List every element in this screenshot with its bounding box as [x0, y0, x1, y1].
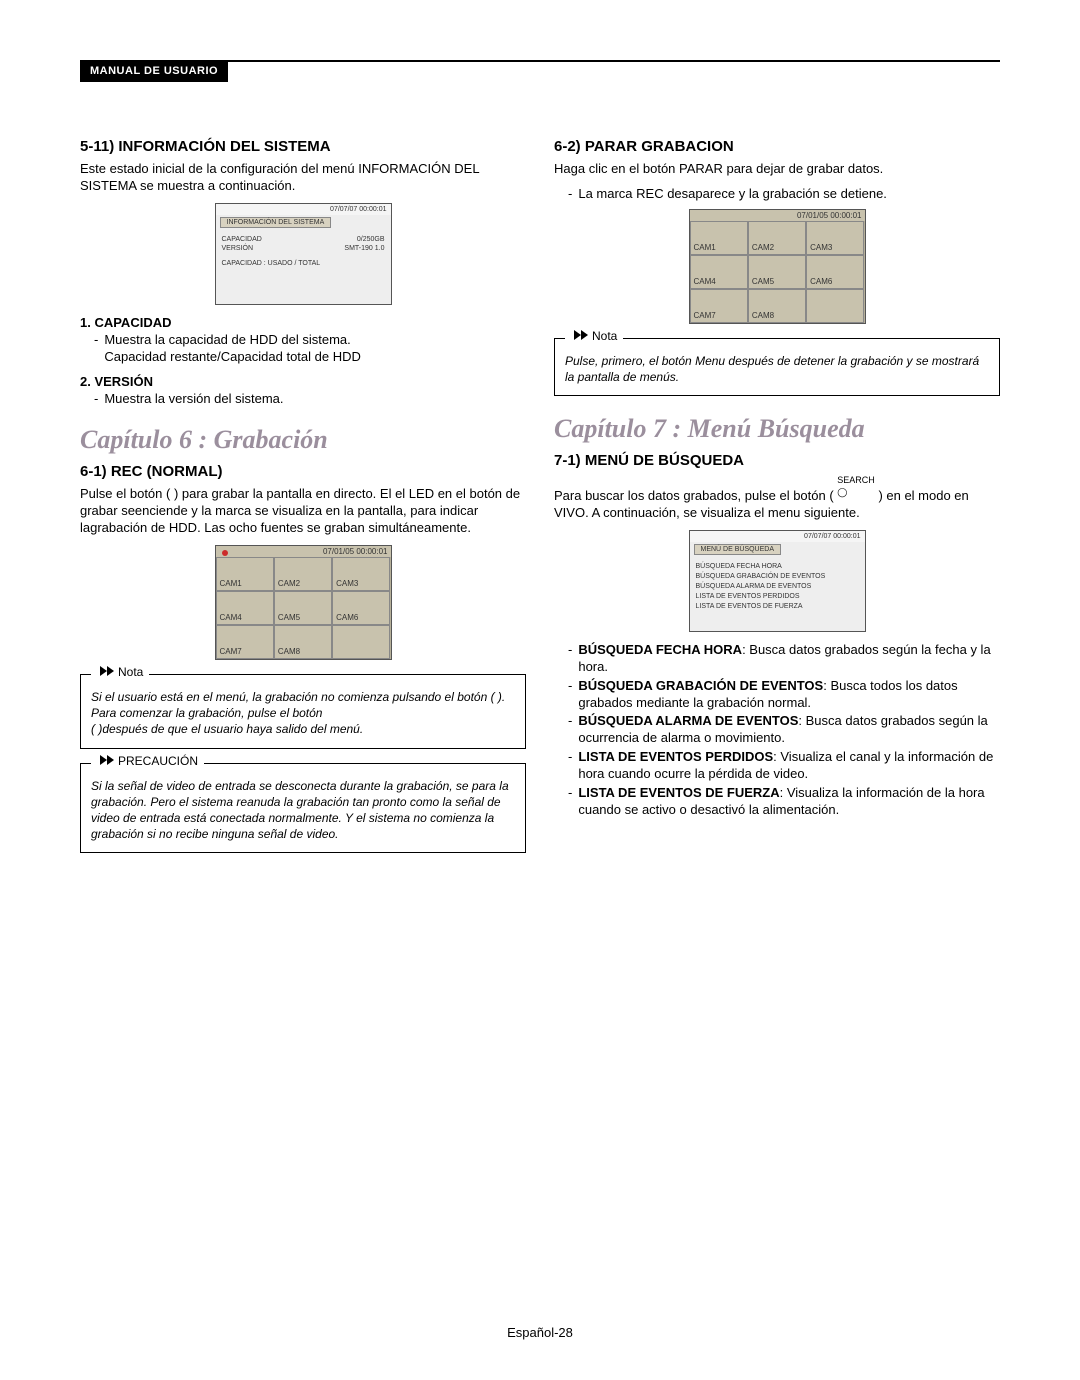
chapter-6-title: Capítulo 6 : Grabación	[80, 425, 526, 455]
searchmenu-item: LISTA DE EVENTOS DE FUERZA	[696, 602, 859, 611]
section-7-1-title: 7-1) MENÚ DE BÚSQUEDA	[554, 452, 1000, 469]
manual-page: MANUAL DE USUARIO 5-11) INFORMACIÓN DEL …	[0, 0, 1080, 1380]
section-6-1-body: Pulse el botón ( ) para grabar la pantal…	[80, 486, 526, 537]
note-icon	[581, 330, 588, 340]
sysinfo-timestamp: 07/07/07 00:00:01	[216, 204, 391, 215]
section-6-2-line1: La marca REC desaparece y la grabación s…	[578, 186, 887, 203]
sysinfo-capacity-value: 0/250GB	[357, 236, 385, 243]
right-column: 6-2) PARAR GRABACION Haga clic en el bot…	[554, 130, 1000, 867]
section-6-1-title: 6-1) REC (NORMAL)	[80, 463, 526, 480]
note-box-right: Nota Pulse, primero, el botón Menu despu…	[554, 338, 1000, 396]
version-line1: Muestra la versión del sistema.	[104, 391, 283, 408]
cam-cell: CAM2	[748, 221, 806, 255]
cam-cell: CAM1	[690, 221, 748, 255]
note-line3: ( )después de que el usuario haya salido…	[91, 721, 515, 737]
cam-cell: CAM5	[274, 591, 332, 625]
header-badge: MANUAL DE USUARIO	[80, 60, 228, 82]
note-label-right: Nota	[592, 329, 617, 343]
note-icon	[107, 666, 114, 676]
bullet-title: BÚSQUEDA FECHA HORA	[578, 642, 742, 657]
cam-cell: CAM7	[216, 625, 274, 659]
page-footer: Español-28	[0, 1325, 1080, 1340]
searchmenu-item: LISTA DE EVENTOS PERDIDOS	[696, 592, 859, 601]
section-5-11-title: 5-11) INFORMACIÓN DEL SISTEMA	[80, 138, 526, 155]
caution-box: PRECAUCIÓN Si la señal de video de entra…	[80, 763, 526, 854]
searchmenu-timestamp: 07/07/07 00:00:01	[690, 531, 865, 542]
capacity-line2: Capacidad restante/Capacidad total de HD…	[104, 349, 361, 364]
caution-icon	[107, 755, 114, 765]
bullet-title: LISTA DE EVENTOS PERDIDOS	[578, 749, 773, 764]
cam-cell: CAM7	[690, 289, 748, 323]
section-7-1-intro: Para buscar los datos grabados, pulse el…	[554, 475, 1000, 522]
chapter-7-title: Capítulo 7 : Menú Búsqueda	[554, 414, 1000, 444]
top-rule: MANUAL DE USUARIO	[80, 60, 1000, 90]
cam-cell: CAM3	[332, 557, 390, 591]
bullet-title: BÚSQUEDA GRABACIÓN DE EVENTOS	[578, 678, 823, 693]
sysinfo-version-value: SMT-190 1.0	[344, 245, 384, 252]
version-heading: 2. VERSIÓN	[80, 374, 526, 389]
cam-cell	[806, 289, 864, 323]
search-icon: SEARCH◯	[837, 475, 875, 498]
searchmenu-item: BÚSQUEDA GRABACIÓN DE EVENTOS	[696, 572, 859, 581]
note-box: Nota Si el usuario está en el menú, la g…	[80, 674, 526, 749]
sysinfo-capacity-label: CAPACIDAD	[222, 236, 262, 243]
camgrid-timestamp: 07/01/05 00:00:01	[323, 547, 388, 556]
cam-cell	[332, 625, 390, 659]
content-columns: 5-11) INFORMACIÓN DEL SISTEMA Este estad…	[80, 130, 1000, 867]
note-body-right: Pulse, primero, el botón Menu después de…	[565, 353, 989, 385]
searchmenu-tab: MENÚ DE BÚSQUEDA	[694, 544, 782, 555]
cam-cell: CAM4	[690, 255, 748, 289]
system-info-screenshot: 07/07/07 00:00:01 INFORMACIÓN DEL SISTEM…	[215, 203, 392, 305]
sysinfo-footer: CAPACIDAD : USADO / TOTAL	[222, 260, 385, 267]
cam-cell: CAM6	[332, 591, 390, 625]
note-line2: Para comenzar la grabación, pulse el bot…	[91, 705, 515, 721]
capacity-heading: 1. CAPACIDAD	[80, 315, 526, 330]
camera-grid-rec: 07/01/05 00:00:01 CAM1 CAM2 CAM3 CAM4 CA…	[215, 545, 392, 660]
section-6-2-title: 6-2) PARAR GRABACION	[554, 138, 1000, 155]
cam-cell: CAM5	[748, 255, 806, 289]
caution-body: Si la señal de video de entrada se desco…	[91, 778, 515, 843]
sysinfo-version-label: VERSIÓN	[222, 245, 254, 252]
camera-grid-stop: 07/01/05 00:00:01 CAM1 CAM2 CAM3 CAM4 CA…	[689, 209, 866, 324]
cam-cell: CAM8	[748, 289, 806, 323]
cam-cell: CAM8	[274, 625, 332, 659]
section-5-11-intro: Este estado inicial de la configuración …	[80, 161, 526, 195]
sysinfo-tab: INFORMACIÓN DEL SISTEMA	[220, 217, 332, 228]
bullet-title: BÚSQUEDA ALARMA DE EVENTOS	[578, 713, 798, 728]
section-6-2-intro: Haga clic en el botón PARAR para dejar d…	[554, 161, 1000, 178]
left-column: 5-11) INFORMACIÓN DEL SISTEMA Este estad…	[80, 130, 526, 867]
note-line1: Si el usuario está en el menú, la grabac…	[91, 689, 515, 705]
caution-label: PRECAUCIÓN	[118, 754, 198, 768]
searchmenu-item: BÚSQUEDA FECHA HORA	[696, 562, 859, 571]
search-menu-screenshot: 07/07/07 00:00:01 MENÚ DE BÚSQUEDA BÚSQU…	[689, 530, 866, 632]
searchmenu-item: BÚSQUEDA ALARMA DE EVENTOS	[696, 582, 859, 591]
capacity-line1: Muestra la capacidad de HDD del sistema.	[104, 332, 350, 347]
rec-indicator-icon	[222, 550, 228, 556]
note-label: Nota	[118, 665, 143, 679]
cam-cell: CAM6	[806, 255, 864, 289]
cam-cell: CAM1	[216, 557, 274, 591]
cam-cell: CAM4	[216, 591, 274, 625]
bullet-title: LISTA DE EVENTOS DE FUERZA	[578, 785, 779, 800]
camgrid2-timestamp: 07/01/05 00:00:01	[797, 211, 862, 220]
cam-cell: CAM3	[806, 221, 864, 255]
cam-cell: CAM2	[274, 557, 332, 591]
